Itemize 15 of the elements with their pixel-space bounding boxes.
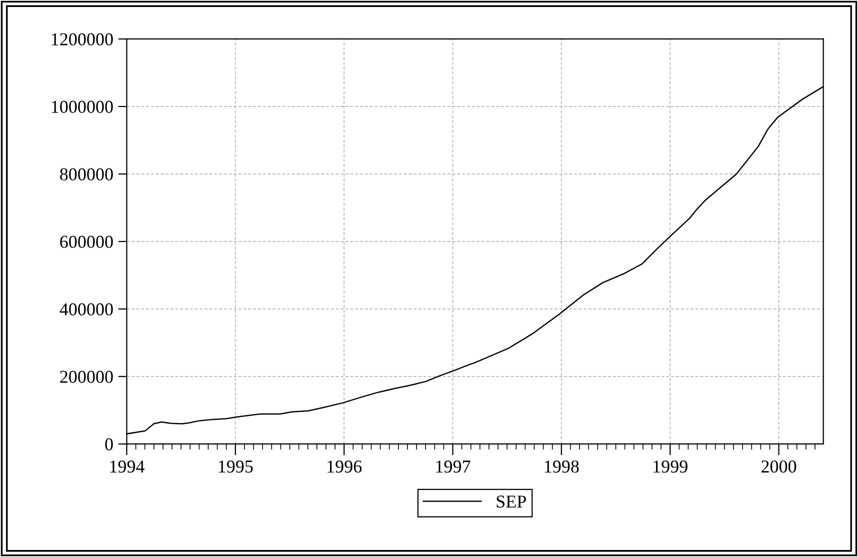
y-tick-label: 600000 [60, 236, 113, 248]
y-tick-label: 0 [105, 438, 113, 450]
y-tick-label: 800000 [60, 168, 113, 180]
y-tick-label: 400000 [60, 303, 113, 316]
legend-label: SEP [496, 496, 526, 508]
x-tick-label: 2000 [762, 460, 796, 473]
x-tick-label: 1995 [218, 460, 253, 473]
y-tick-label: 200000 [60, 370, 113, 383]
x-tick-label: 1997 [436, 460, 470, 473]
x-tick-label: 1996 [328, 460, 362, 473]
y-tick-label: 1000000 [52, 100, 113, 113]
x-tick-label: 1994 [110, 460, 144, 473]
x-tick-label: 1999 [654, 460, 688, 473]
y-tick-label: 1200000 [52, 33, 113, 46]
x-tick-label: 1998 [544, 460, 579, 473]
